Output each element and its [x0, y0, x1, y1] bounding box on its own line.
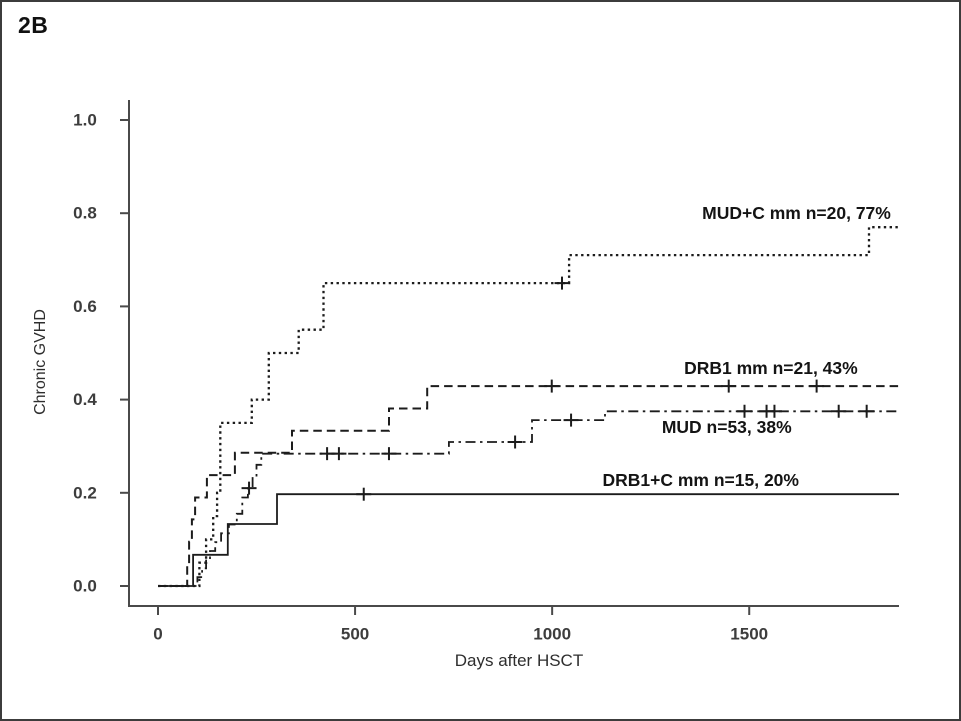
x-tick-label: 1500 [730, 625, 768, 644]
censor-mark-drb1-mm [544, 379, 560, 393]
censor-mark-mud [859, 404, 875, 418]
y-tick-label: 0.0 [73, 577, 97, 596]
curve-label-drb1-c-mm: DRB1+C mm n=15, 20% [603, 470, 800, 490]
series-drb1-c-mm: DRB1+C mm n=15, 20% [158, 470, 899, 587]
censor-mark-mud [736, 404, 752, 418]
censor-mark-drb1-mm [809, 379, 825, 393]
y-tick-label: 0.2 [73, 483, 97, 502]
y-tick-label: 1.0 [73, 111, 97, 130]
panel-label: 2B [18, 12, 49, 38]
axis-spines [128, 100, 899, 607]
series-mud-c-mm: MUD+C mm n=20, 77% [158, 203, 899, 588]
series-mud: MUD n=53, 38% [158, 404, 899, 587]
censor-mark-mud [381, 447, 397, 461]
series-drb1-mm: DRB1 mm n=21, 43% [158, 358, 899, 587]
x-axis-title: Days after HSCT [455, 651, 583, 670]
censor-mark-mud [563, 413, 579, 427]
x-tick-label: 0 [153, 625, 162, 644]
curve-mud [158, 410, 899, 587]
censor-mark-mud [507, 435, 523, 449]
censor-mark-mud [241, 481, 257, 495]
curve-label-mud-c-mm: MUD+C mm n=20, 77% [702, 203, 891, 223]
censor-mark-mud [331, 447, 347, 461]
censor-mark-drb1-c-mm [356, 487, 372, 501]
curve-mud-c-mm [158, 226, 899, 588]
curve-drb1-mm [158, 385, 899, 587]
y-axis-title: Chronic GVHD [32, 309, 49, 415]
y-tick-label: 0.6 [73, 297, 97, 316]
x-tick-label: 500 [341, 625, 369, 644]
curve-label-drb1-mm: DRB1 mm n=21, 43% [684, 358, 858, 378]
censor-mark-drb1-mm [721, 379, 737, 393]
curve-label-mud: MUD n=53, 38% [662, 417, 792, 437]
censor-mark-mud-c-mm [554, 276, 570, 290]
y-tick-label: 0.8 [73, 204, 97, 223]
censor-mark-mud [831, 404, 847, 418]
censor-mark-mud [766, 404, 782, 418]
y-tick-label: 0.4 [73, 390, 97, 409]
curve-drb1-c-mm [158, 493, 899, 587]
x-tick-label: 1000 [533, 625, 571, 644]
